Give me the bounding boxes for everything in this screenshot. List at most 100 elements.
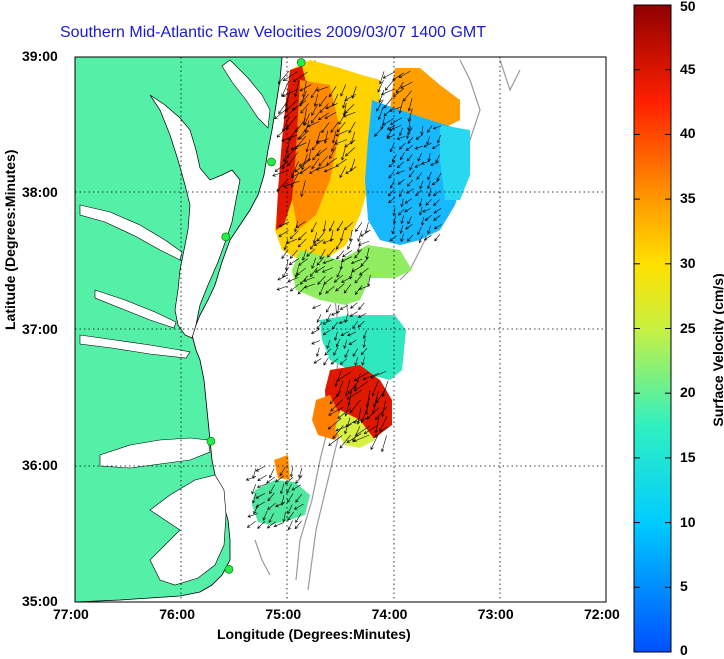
velocity-arrow: [298, 158, 310, 167]
velocity-arrow: [342, 111, 356, 118]
y-tick-label: 36:00: [22, 456, 58, 473]
velocity-arrow: [343, 283, 352, 294]
velocity-arrow: [416, 172, 422, 180]
velocity-arrow: [350, 158, 356, 172]
velocity-arrow: [298, 258, 308, 266]
velocity-arrow: [318, 95, 328, 107]
velocity-arrow: [347, 331, 356, 337]
velocity-arrow: [395, 170, 405, 175]
velocity-arrow: [388, 124, 402, 132]
velocity-arrow: [358, 285, 370, 291]
velocity-arrow: [331, 130, 337, 144]
velocity-arrow: [321, 267, 333, 273]
velocity-arrow: [435, 154, 440, 164]
chesapeake-bay: [149, 94, 241, 339]
velocity-arrow: [274, 160, 289, 173]
x-tick-label: 72:00: [584, 606, 620, 622]
velocity-arrow: [424, 214, 432, 221]
velocity-arrow: [414, 145, 424, 150]
velocity-arrow: [301, 153, 308, 171]
velocity-arrow: [278, 221, 290, 228]
velocity-arrow: [295, 221, 306, 229]
colorbar-tick-label: 25: [680, 319, 696, 336]
velocity-arrow: [310, 239, 318, 250]
velocity-arrow: [365, 390, 371, 408]
velocity-arrow: [374, 126, 384, 137]
velocity-arrow: [292, 72, 308, 83]
velocity-arrow: [392, 72, 404, 81]
velocity-arrow: [430, 161, 439, 166]
velocity-arrow: [313, 358, 322, 364]
velocity-arrow: [347, 238, 353, 250]
velocity-arrow: [298, 467, 303, 479]
velocity-arrow: [354, 425, 370, 436]
velocity-arrow: [282, 511, 286, 523]
velocity-arrow: [282, 180, 300, 188]
velocity-arrow: [287, 493, 294, 503]
velocity-arrow: [342, 250, 353, 258]
velocity-arrow: [417, 153, 422, 162]
velocity-arrow: [289, 283, 300, 292]
velocity-arrow: [363, 424, 379, 435]
velocity-arrow: [330, 121, 339, 133]
velocity-arrow: [335, 283, 345, 292]
velocity-arrow: [420, 216, 425, 226]
velocity-arrow: [328, 406, 344, 416]
velocity-arrow: [330, 399, 344, 412]
velocity-arrow: [329, 147, 336, 160]
velocity-arrow: [343, 222, 354, 231]
velocity-arrow: [266, 476, 276, 484]
velocity-arrow: [300, 180, 306, 198]
velocity-arrow: [377, 79, 384, 93]
velocity-arrow: [297, 238, 307, 248]
velocity-arrow: [380, 89, 394, 96]
velocity-arrow: [294, 80, 300, 98]
velocity-arrow: [293, 220, 298, 233]
velocity-arrow: [374, 426, 388, 438]
velocity-arrow: [310, 329, 320, 334]
colorbar-tick-label: 50: [680, 0, 696, 14]
velocity-arrow: [362, 338, 366, 349]
station-marker: [267, 157, 276, 167]
velocity-arrow: [397, 178, 405, 185]
velocity-arrow: [266, 521, 276, 529]
velocity-arrow: [312, 232, 318, 244]
velocity-arrow: [353, 381, 369, 392]
velocity-arrow: [314, 265, 326, 273]
velocity-arrow: [380, 116, 386, 130]
velocity-arrow: [426, 136, 430, 145]
velocity-arrow: [276, 178, 289, 192]
velocity-arrow: [391, 225, 395, 235]
velocity-arrow: [354, 274, 363, 284]
velocity-arrow: [333, 274, 344, 283]
colorbar-tick-label: 0: [680, 642, 688, 658]
velocity-arrow: [357, 240, 370, 246]
x-tick-label: 76:00: [159, 606, 195, 622]
velocity-arrow: [303, 276, 315, 282]
velocity-arrow: [353, 434, 370, 443]
velocity-arrow: [340, 256, 352, 263]
velocity-arrow: [354, 249, 363, 259]
velocity-arrow: [307, 121, 320, 128]
velocity-arrow: [251, 493, 257, 504]
velocity-arrow: [327, 418, 342, 430]
velocity-arrow: [353, 373, 361, 390]
velocity-arrow: [299, 165, 311, 174]
velocity-arrow: [431, 179, 440, 186]
velocity-arrow: [350, 258, 363, 265]
velocity-arrow: [273, 522, 284, 528]
velocity-arrow: [415, 134, 424, 140]
velocity-arrow: [306, 248, 316, 257]
velocity-arrow: [326, 313, 331, 323]
velocity-arrow: [334, 370, 342, 387]
velocity-arrow: [309, 267, 318, 278]
velocity-arrow: [398, 208, 405, 216]
velocity-arrow: [336, 266, 343, 278]
velocity-arrow: [344, 399, 351, 417]
velocity-arrow: [311, 158, 320, 170]
velocity-arrow: [246, 520, 256, 528]
velocity-arrow: [433, 208, 442, 214]
velocity-arrow: [268, 513, 274, 524]
velocity-arrow: [294, 161, 309, 173]
albemarle-sound: [99, 437, 211, 469]
